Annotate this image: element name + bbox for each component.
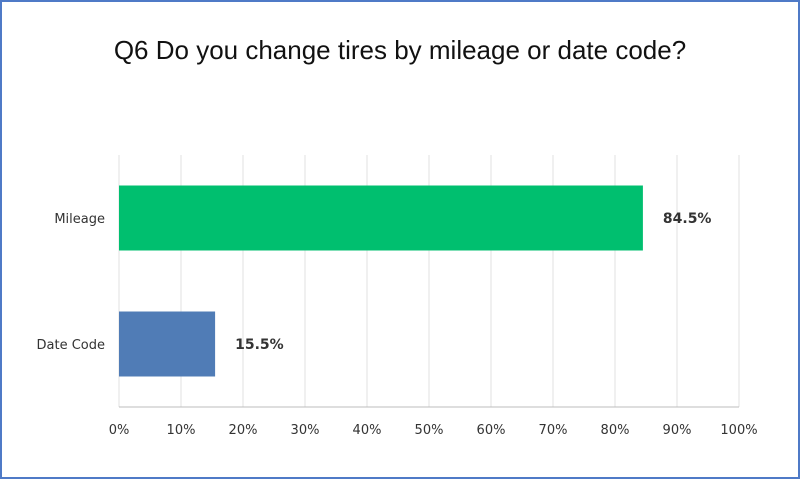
label-layer: 0% 10% 20% 30% 40% 50% 60% 70% 80% 90% 100% Mileage… xyxy=(37,211,758,438)
x-tick-label: 0% xyxy=(109,423,130,438)
x-tick-label: 50% xyxy=(415,423,444,438)
chart-title: Q6 Do you change tires by mileage or dat… xyxy=(113,35,687,65)
x-tick-label: 90% xyxy=(663,423,692,438)
x-tick-label: 10% xyxy=(167,423,196,438)
data-label: 15.5% xyxy=(235,337,284,353)
category-label: Date Code xyxy=(37,338,106,353)
x-tick-label: 60% xyxy=(477,423,506,438)
bar-mileage xyxy=(119,185,643,251)
x-tick-label: 30% xyxy=(291,423,320,438)
x-tick-label: 70% xyxy=(539,423,568,438)
data-label: 84.5% xyxy=(663,211,712,227)
x-tick-label: 20% xyxy=(229,423,258,438)
bar-layer xyxy=(119,185,643,377)
x-tick-label: 100% xyxy=(720,423,757,438)
bar-date-code xyxy=(119,311,216,377)
x-tick-label: 40% xyxy=(353,423,382,438)
category-label: Mileage xyxy=(54,212,105,227)
x-tick-label: 80% xyxy=(601,423,630,438)
